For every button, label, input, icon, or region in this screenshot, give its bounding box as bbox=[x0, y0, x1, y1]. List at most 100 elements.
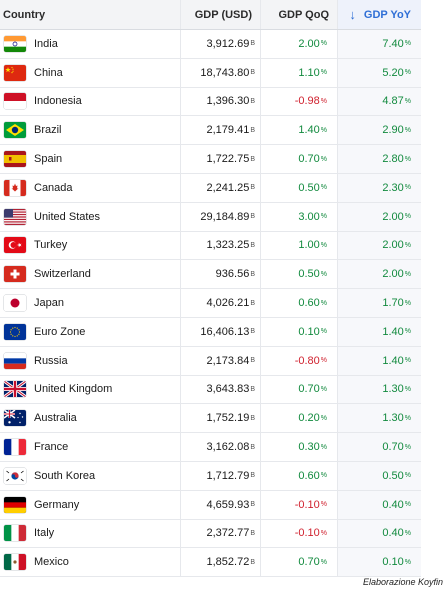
table-row[interactable]: United Kingdom 3,643.83 B 0.70% 1.30% bbox=[0, 375, 421, 405]
gdp-yoy-value: 1.30% bbox=[338, 404, 421, 433]
percent-unit: % bbox=[404, 69, 411, 77]
country-cell: France bbox=[0, 433, 181, 461]
country-cell: Brazil bbox=[0, 116, 181, 145]
turkey-flag-icon bbox=[4, 237, 26, 254]
gdp-yoy-value: 2.90% bbox=[338, 116, 421, 145]
gdp-value: 1,852.72 B bbox=[181, 548, 261, 577]
table-row[interactable]: Canada 2,241.25 B 0.50% 2.30% bbox=[0, 173, 421, 203]
mexico-flag-icon bbox=[4, 554, 26, 571]
gdp-yoy-value: 0.50% bbox=[338, 461, 421, 490]
country-cell: Spain bbox=[0, 145, 181, 173]
gdp-qoq-value: 1.00% bbox=[261, 231, 338, 260]
country-name: Spain bbox=[34, 153, 63, 166]
gdp-value: 3,162.08 B bbox=[181, 433, 261, 461]
gdp-value: 1,323.25 B bbox=[181, 231, 261, 260]
gdp-unit: B bbox=[250, 241, 255, 249]
percent-unit: % bbox=[404, 443, 411, 451]
gdp-unit: B bbox=[250, 385, 255, 393]
country-name: Switzerland bbox=[34, 268, 91, 281]
percent-unit: % bbox=[320, 184, 327, 192]
table-row[interactable]: Italy 2,372.77 B -0.10% 0.40% bbox=[0, 519, 421, 549]
percent-unit: % bbox=[320, 40, 327, 48]
column-header-gdp-yoy[interactable]: ↓ GDP YoY bbox=[338, 0, 421, 29]
percent-unit: % bbox=[320, 69, 327, 77]
table-row[interactable]: Germany 4,659.93 B -0.10% 0.40% bbox=[0, 490, 421, 520]
gdp-value: 2,173.84 B bbox=[181, 346, 261, 375]
gdp-qoq-value: 2.00% bbox=[261, 30, 338, 58]
gdp-qoq-value: 0.60% bbox=[261, 289, 338, 317]
gdp-yoy-value: 0.10% bbox=[338, 548, 421, 577]
percent-unit: % bbox=[320, 357, 327, 365]
table-row[interactable]: Australia 1,752.19 B 0.20% 1.30% bbox=[0, 404, 421, 434]
country-name: South Korea bbox=[34, 469, 96, 482]
australia-flag-icon bbox=[4, 410, 26, 427]
gdp-qoq-value: 3.00% bbox=[261, 202, 338, 231]
percent-unit: % bbox=[320, 443, 327, 451]
canada-flag-icon bbox=[4, 179, 26, 196]
table-row[interactable]: South Korea 1,712.79 B 0.60% 0.50% bbox=[0, 461, 421, 491]
spain-flag-icon bbox=[4, 151, 26, 168]
table-row[interactable]: United States 29,184.89 B 3.00% 2.00% bbox=[0, 202, 421, 232]
table-row[interactable]: Spain 1,722.75 B 0.70% 2.80% bbox=[0, 145, 421, 174]
gdp-unit: B bbox=[250, 126, 255, 134]
country-name: India bbox=[34, 37, 58, 50]
gdp-qoq-value: -0.10% bbox=[261, 519, 338, 548]
gdp-value: 1,722.75 B bbox=[181, 145, 261, 173]
gdp-qoq-value: 0.70% bbox=[261, 548, 338, 577]
table-row[interactable]: India 3,912.69 B 2.00% 7.40% bbox=[0, 30, 421, 59]
gdp-unit: B bbox=[250, 501, 255, 509]
eu-flag-icon bbox=[4, 323, 26, 340]
table-row[interactable]: Mexico 1,852.72 B 0.70% 0.10% bbox=[0, 548, 421, 578]
country-cell: Indonesia bbox=[0, 87, 181, 116]
gdp-unit: B bbox=[250, 558, 255, 566]
percent-unit: % bbox=[404, 328, 411, 336]
gdp-value: 18,743.80 B bbox=[181, 58, 261, 87]
country-name: Turkey bbox=[34, 239, 68, 252]
country-name: Germany bbox=[34, 498, 80, 511]
country-cell: Euro Zone bbox=[0, 317, 181, 346]
gdp-qoq-value: 0.50% bbox=[261, 173, 338, 202]
gdp-value: 2,372.77 B bbox=[181, 519, 261, 548]
gdp-yoy-value: 2.00% bbox=[338, 231, 421, 260]
gdp-yoy-value: 0.40% bbox=[338, 490, 421, 519]
percent-unit: % bbox=[320, 97, 327, 105]
table-row[interactable]: Indonesia 1,396.30 B -0.98% 4.87% bbox=[0, 87, 421, 117]
country-name: Russia bbox=[34, 354, 68, 367]
table-row[interactable]: Russia 2,173.84 B -0.80% 1.40% bbox=[0, 346, 421, 376]
gdp-yoy-value: 1.30% bbox=[338, 375, 421, 404]
country-name: Indonesia bbox=[34, 95, 82, 108]
table-row[interactable]: China 18,743.80 B 1.10% 5.20% bbox=[0, 58, 421, 88]
table-row[interactable]: Turkey 1,323.25 B 1.00% 2.00% bbox=[0, 231, 421, 261]
table-row[interactable]: Japan 4,026.21 B 0.60% 1.70% bbox=[0, 289, 421, 318]
country-name: Canada bbox=[34, 181, 73, 194]
country-cell: Russia bbox=[0, 346, 181, 375]
gdp-qoq-value: 1.10% bbox=[261, 58, 338, 87]
percent-unit: % bbox=[404, 184, 411, 192]
gdp-qoq-value: 0.50% bbox=[261, 260, 338, 289]
column-header-gdp[interactable]: GDP (USD) bbox=[181, 0, 261, 29]
gdp-qoq-value: 0.70% bbox=[261, 375, 338, 404]
percent-unit: % bbox=[404, 501, 411, 509]
country-name: Italy bbox=[34, 527, 55, 540]
gdp-qoq-value: 0.20% bbox=[261, 404, 338, 433]
gdp-yoy-value: 2.80% bbox=[338, 145, 421, 173]
country-cell: United Kingdom bbox=[0, 375, 181, 404]
gdp-value: 4,659.93 B bbox=[181, 490, 261, 519]
percent-unit: % bbox=[404, 40, 411, 48]
percent-unit: % bbox=[320, 126, 327, 134]
table-row[interactable]: France 3,162.08 B 0.30% 0.70% bbox=[0, 433, 421, 462]
country-cell: Japan bbox=[0, 289, 181, 317]
arrow-down-icon: ↓ bbox=[349, 7, 356, 22]
gdp-unit: B bbox=[250, 69, 255, 77]
country-cell: India bbox=[0, 30, 181, 58]
percent-unit: % bbox=[404, 357, 411, 365]
italy-flag-icon bbox=[4, 525, 26, 542]
column-header-country[interactable]: Country bbox=[0, 0, 181, 29]
table-row[interactable]: Brazil 2,179.41 B 1.40% 2.90% bbox=[0, 116, 421, 146]
table-row[interactable]: Euro Zone 16,406.13 B 0.10% 1.40% bbox=[0, 317, 421, 347]
table-body: India 3,912.69 B 2.00% 7.40% China 18,743… bbox=[0, 30, 421, 578]
percent-unit: % bbox=[404, 241, 411, 249]
column-header-gdp-qoq[interactable]: GDP QoQ bbox=[261, 0, 338, 29]
gdp-unit: B bbox=[250, 97, 255, 105]
table-row[interactable]: Switzerland 936.56 B 0.50% 2.00% bbox=[0, 260, 421, 290]
